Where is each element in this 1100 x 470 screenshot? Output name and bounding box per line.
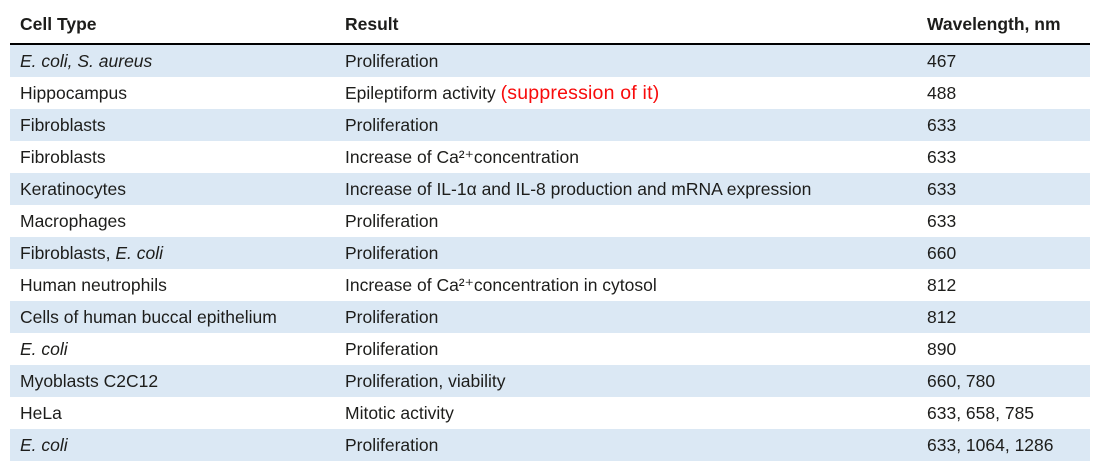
wavelength-cell: 812 (927, 306, 957, 327)
text-segment: Increase of Ca²⁺concentration in cytosol (345, 274, 657, 295)
cell-type-cell: Human neutrophils (10, 269, 335, 301)
cell-type-cell: Fibroblasts (10, 141, 335, 173)
wavelength-cell: 633, 1064, 1286 (927, 434, 1054, 455)
text-segment: Hippocampus (20, 82, 127, 103)
text-segment: Increase of IL-1α and IL-8 production an… (345, 178, 812, 199)
wavelength-cell: 660, 780 (927, 370, 996, 391)
cell-type-cell: E. coli, S. aureus (10, 44, 335, 77)
text-segment: Mitotic activity (345, 402, 454, 423)
result-cell: Epileptiform activity (suppression of it… (335, 77, 917, 109)
text-segment: E. coli, S. aureus (20, 50, 153, 71)
text-segment: Cells of human buccal epithelium (20, 306, 277, 327)
wavelength-cell: 812 (927, 274, 957, 295)
column-header-result: Result (335, 0, 917, 45)
text-segment: Proliferation (345, 338, 439, 359)
text-segment: Proliferation, viability (345, 370, 506, 391)
text-segment: HeLa (20, 402, 62, 423)
result-cell: Proliferation (335, 429, 917, 461)
wavelength-cell: 633 (927, 210, 957, 231)
table-row: Keratinocytes Increase of IL-1α and IL-8… (10, 173, 1090, 205)
table-row: Hippocampus Epileptiform activity (suppr… (10, 77, 1090, 109)
wavelength-cell: 633 (927, 114, 957, 135)
header-row: Cell Type Result Wavelength, nm (10, 0, 1090, 45)
text-segment: Fibroblasts (20, 114, 106, 135)
wavelength-cell: 488 (927, 82, 957, 103)
result-cell: Proliferation (335, 44, 917, 77)
result-cell: Mitotic activity (335, 397, 917, 429)
text-segment: E. coli (115, 242, 163, 263)
wavelength-cell: 633, 658, 785 (927, 402, 1035, 423)
cell-type-cell: Fibroblasts, E. coli (10, 237, 335, 269)
result-cell: Proliferation (335, 237, 917, 269)
wavelength-cell: 660 (927, 242, 957, 263)
cell-type-cell: E. coli (10, 333, 335, 365)
table-row: Myoblasts C2C12 Proliferation, viability… (10, 365, 1090, 397)
wavelength-cell: 633 (927, 178, 957, 199)
table-row: Fibroblasts, E. coli Proliferation 660 (10, 237, 1090, 269)
text-segment: Fibroblasts, (20, 242, 116, 263)
result-cell: Increase of Ca²⁺concentration in cytosol (335, 269, 917, 301)
table-row: Fibroblasts Proliferation 633 (10, 109, 1090, 141)
text-segment: Proliferation (345, 242, 439, 263)
wavelength-cell: 890 (927, 338, 957, 359)
table-row: Fibroblasts Increase of Ca²⁺concentratio… (10, 141, 1090, 173)
text-segment: Human neutrophils (20, 274, 167, 295)
cell-type-cell: E. coli (10, 429, 335, 461)
text-segment: Proliferation (345, 114, 439, 135)
column-header-wavelength: Wavelength, nm (917, 0, 1090, 45)
text-segment: Epileptiform activity (345, 82, 501, 103)
result-cell: Proliferation (335, 333, 917, 365)
text-segment: E. coli (20, 434, 68, 455)
text-segment: Increase of Ca²⁺concentration (345, 146, 579, 167)
cell-type-cell: Fibroblasts (10, 109, 335, 141)
result-cell: Proliferation (335, 205, 917, 237)
table-row: E. coli, S. aureus Proliferation 467 (10, 44, 1090, 77)
table-row: Human neutrophils Increase of Ca²⁺concen… (10, 269, 1090, 301)
table-row: Cells of human buccal epithelium Prolife… (10, 301, 1090, 333)
text-segment: Macrophages (20, 210, 127, 231)
cell-type-cell: Macrophages (10, 205, 335, 237)
cell-type-cell: Hippocampus (10, 77, 335, 109)
result-cell: Increase of Ca²⁺concentration (335, 141, 917, 173)
text-segment: Proliferation (345, 306, 439, 327)
column-header-cell-type: Cell Type (10, 0, 335, 45)
results-table: Cell Type Result Wavelength, nm E. coli,… (10, 0, 1090, 461)
wavelength-cell: 633 (927, 146, 957, 167)
table-row: HeLa Mitotic activity 633, 658, 785 (10, 397, 1090, 429)
table-row: Macrophages Proliferation 633 (10, 205, 1090, 237)
text-segment: Keratinocytes (20, 178, 127, 199)
cell-type-cell: Keratinocytes (10, 173, 335, 205)
text-segment: (suppression of it) (500, 81, 660, 104)
text-segment: Myoblasts C2C12 (20, 370, 159, 391)
text-segment: Proliferation (345, 50, 439, 71)
wavelength-cell: 467 (927, 50, 957, 71)
cell-type-cell: Myoblasts C2C12 (10, 365, 335, 397)
text-segment: Fibroblasts (20, 146, 106, 167)
cell-type-cell: HeLa (10, 397, 335, 429)
cell-type-cell: Cells of human buccal epithelium (10, 301, 335, 333)
result-cell: Proliferation, viability (335, 365, 917, 397)
text-segment: Proliferation (345, 210, 439, 231)
result-cell: Proliferation (335, 301, 917, 333)
text-segment: Proliferation (345, 434, 439, 455)
table-row: E. coli Proliferation 633, 1064, 1286 (10, 429, 1090, 461)
table-row: E. coli Proliferation 890 (10, 333, 1090, 365)
table-header: Cell Type Result Wavelength, nm (10, 0, 1090, 45)
table-body: E. coli, S. aureus Proliferation 467 Hip… (10, 44, 1090, 461)
result-cell: Proliferation (335, 109, 917, 141)
result-cell: Increase of IL-1α and IL-8 production an… (335, 173, 917, 205)
text-segment: E. coli (20, 338, 68, 359)
